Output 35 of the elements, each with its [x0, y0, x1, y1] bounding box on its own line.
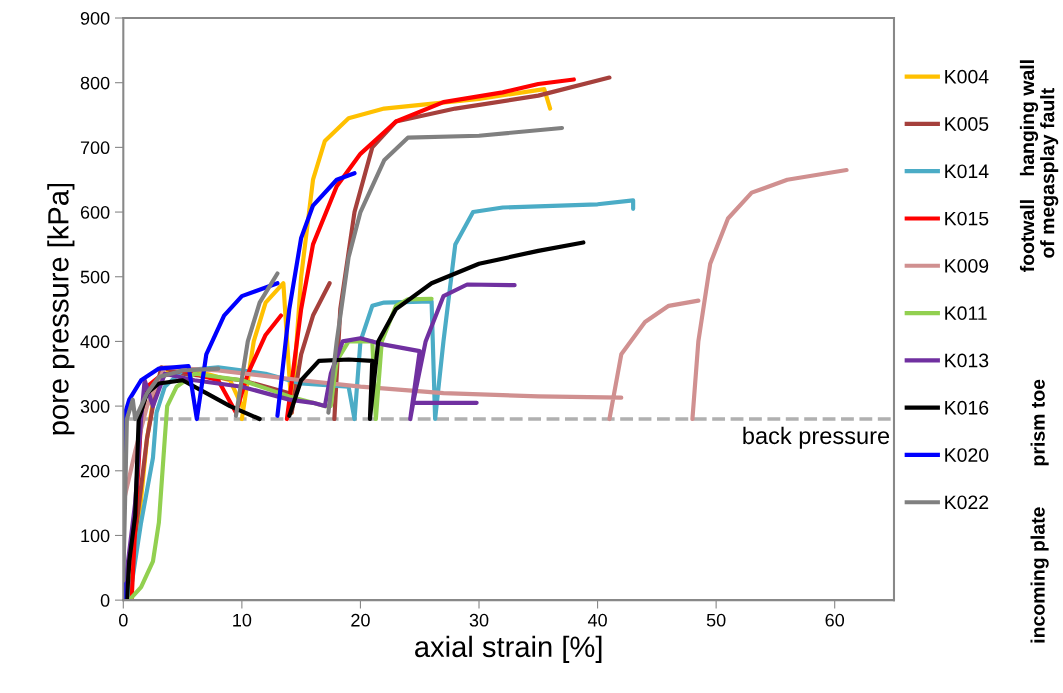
y-tick-label: 800 [80, 76, 110, 90]
legend-label: K020 [945, 448, 989, 462]
x-tick-label: 30 [469, 613, 489, 627]
y-tick-label: 200 [80, 464, 110, 478]
legend-label: K015 [945, 211, 989, 226]
legend-label: K009 [945, 258, 989, 273]
legend-label: K013 [945, 353, 989, 368]
y-tick-label: 400 [80, 335, 110, 349]
x-tick-label: 50 [706, 613, 726, 627]
y-tick-label: 100 [81, 529, 110, 543]
x-tick-label: 20 [351, 613, 370, 627]
x-tick-label: 0 [118, 613, 128, 627]
y-tick-label: 300 [80, 400, 110, 413]
y-tick-label: 500 [80, 270, 110, 284]
x-tick-label: 40 [587, 613, 607, 627]
text: incoming plate [1030, 507, 1049, 643]
text: of megasplay fault [1040, 88, 1059, 258]
text: hanging wall [1019, 60, 1039, 176]
legend-label: K004 [945, 69, 989, 84]
text: prism toe [1030, 379, 1049, 466]
x-axis-title: axial strain [%] [415, 635, 602, 663]
legend-label: K022 [945, 495, 989, 510]
y-axis-title: pore pressure [kPa] [47, 183, 75, 435]
y-tick-label: 900 [80, 11, 110, 25]
y-tick-label: 600 [80, 205, 110, 219]
legend-label: K016 [945, 400, 989, 415]
y-tick-label: 0 [100, 594, 110, 607]
x-tick-label: 10 [233, 613, 252, 627]
text: footwall [1019, 200, 1035, 273]
legend-label: K005 [945, 117, 989, 131]
ref-line-label: back pressure [743, 426, 890, 449]
x-tick-label: 60 [825, 613, 845, 627]
y-tick-label: 700 [80, 141, 110, 155]
legend-label: K011 [945, 306, 987, 321]
legend-label: K014 [945, 164, 989, 179]
